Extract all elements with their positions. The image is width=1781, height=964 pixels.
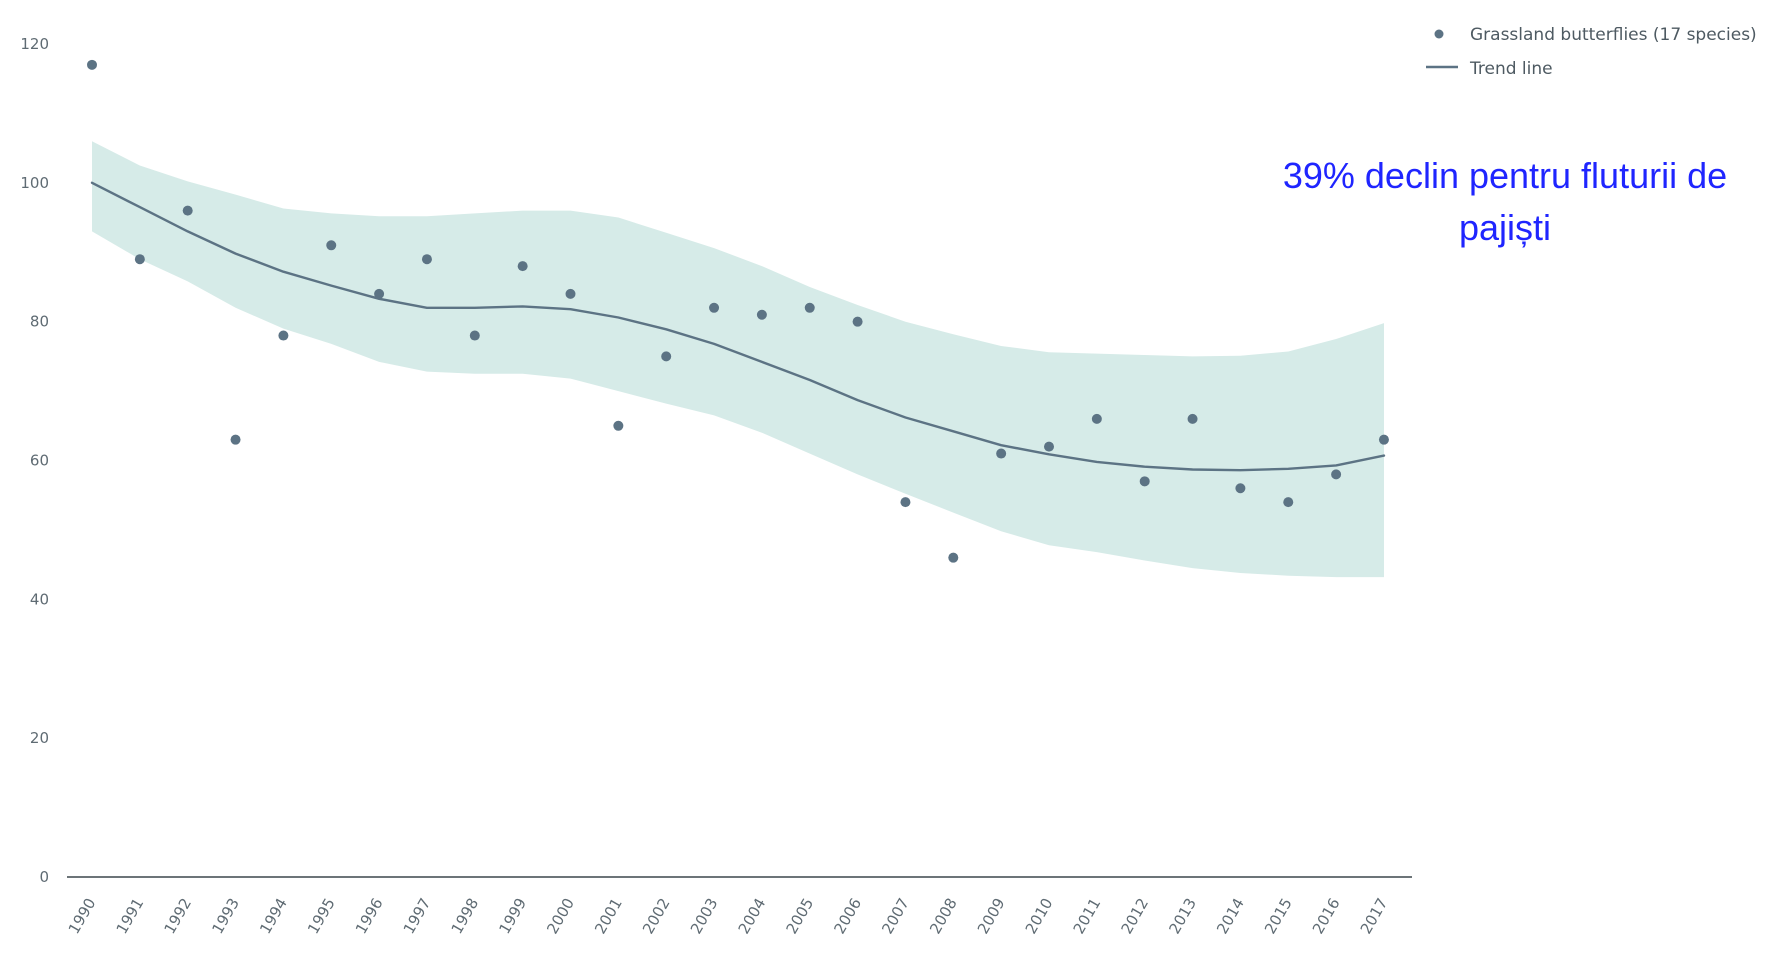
x-tick-label: 2000 [543,895,578,937]
x-tick-label: 1993 [208,895,243,937]
data-point-2017 [1378,434,1389,445]
data-point-1992 [182,205,193,216]
data-point-1994 [278,330,289,341]
x-tick-label: 2006 [830,895,865,937]
data-point-2010 [1044,441,1054,452]
y-tick-label: 100 [20,174,49,192]
x-tick-label: 2011 [1070,895,1105,937]
x-tick-label: 2017 [1357,895,1392,937]
x-tick-label: 1995 [304,895,339,937]
data-point-1995 [326,240,337,251]
y-tick-label: 0 [39,868,49,886]
data-point-1999 [517,261,528,272]
data-point-2008 [948,552,959,563]
trend-line [90,181,1386,472]
x-tick-label: 2008 [926,895,961,937]
data-point-2014 [1235,483,1246,494]
x-tick-label: 2013 [1165,895,1200,937]
x-tick-label: 2004 [735,895,770,937]
data-point-2003 [709,302,720,313]
y-tick-label: 40 [30,590,49,608]
x-tick-label: 1997 [400,895,435,937]
confidence-band [92,141,1384,578]
decline-annotation: 39% declin pentru fluturii de pajiști [1282,155,1728,249]
data-point-2009 [996,448,1007,459]
data-point-2006 [852,316,863,327]
y-tick-label: 80 [30,313,49,331]
x-tick-label: 1999 [495,895,530,937]
y-tick-label: 20 [30,729,49,747]
data-point-1991 [134,254,145,265]
x-tick-label: 2009 [974,895,1009,937]
x-tick-label: 2014 [1213,895,1248,937]
x-tick-label: 2005 [783,895,818,937]
data-point-1990 [87,59,97,70]
data-point-2005 [804,302,815,313]
data-point-2002 [661,351,672,362]
data-point-2013 [1187,413,1198,424]
x-tick-label: 1996 [352,895,387,937]
data-point-2001 [613,420,624,431]
x-tick-label: 2003 [687,895,722,937]
y-tick-label: 120 [20,35,49,53]
x-tick-label: 1990 [65,895,100,937]
y-tick-label: 60 [30,452,49,470]
data-point-2000 [565,288,576,299]
data-point-2007 [900,497,911,508]
x-tick-label: 1998 [448,895,483,937]
x-tick-label: 2002 [639,895,674,937]
data-point-1993 [230,434,241,445]
x-tick-label: 2012 [1117,895,1152,937]
data-point-2015 [1283,497,1294,508]
data-point-1998 [469,330,480,341]
legend-marker-grassland-butterflies [1434,29,1444,39]
x-tick-label: 2007 [878,895,913,937]
data-point-2016 [1331,469,1342,480]
legend-label-grassland-butterflies: Grassland butterflies (17 species) [1470,25,1757,45]
x-tick-label: 1991 [113,895,148,937]
x-tick-label: 2001 [591,895,626,937]
x-tick-label: 1992 [160,895,195,937]
data-point-2011 [1091,413,1102,424]
legend-label-trend-line: Trend line [1469,59,1553,79]
x-tick-label: 2010 [1022,895,1057,937]
data-point-2012 [1139,476,1150,487]
data-point-1997 [421,254,432,265]
data-point-2004 [756,309,767,320]
data-point-1996 [374,288,385,299]
x-tick-label: 1994 [256,895,291,937]
x-tick-label: 2016 [1309,895,1344,937]
x-tick-label: 2015 [1261,895,1296,937]
